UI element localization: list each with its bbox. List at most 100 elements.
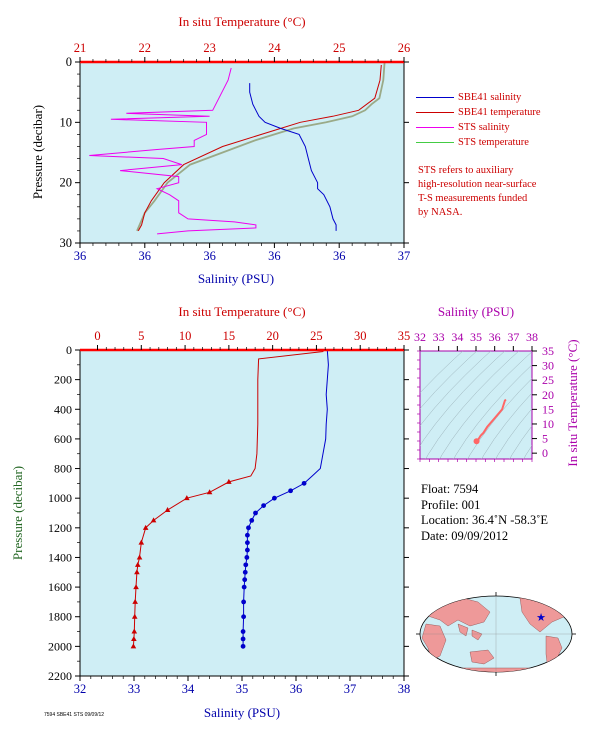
ts-right-axis-label: In situ Temperature (°C): [565, 339, 580, 466]
tick-label: 1000: [48, 491, 72, 505]
panel-lower: 0 5 10 15 20 25 30 35 32 33 34 35 36 37 38 0 200 400 600 80…: [10, 304, 410, 720]
tick-label: 10: [60, 115, 73, 129]
series-sbe41-temperature: [137, 64, 382, 232]
location-row: Location: 36.4˚N -58.3˚E: [421, 513, 548, 529]
panel-lower-bottom-axis-label: Salinity (PSU): [204, 705, 280, 720]
tick-label: 600: [54, 432, 72, 446]
density-contour: [509, 425, 532, 459]
salinity-point: [246, 525, 251, 531]
legend-label: STS salinity: [458, 122, 510, 133]
series-sts-temperature: [136, 61, 386, 232]
density-contour: [467, 378, 532, 459]
float-info: Float: 7594 Profile: 001 Location: 36.4˚…: [421, 482, 548, 544]
tick-label: 200: [54, 373, 72, 387]
salinity-point: [288, 488, 293, 494]
salinity-point: [245, 540, 250, 546]
tick-label: 800: [54, 462, 72, 476]
temperature-point: [132, 598, 138, 604]
panel-lower-y-axis-label: Pressure (decibar): [10, 466, 25, 560]
location-label: Location:: [421, 513, 469, 527]
series-sbe41-salinity: [249, 83, 337, 231]
ts-series: [473, 398, 507, 445]
tick-label: 37: [344, 682, 357, 696]
tick-label: 32: [414, 330, 426, 344]
salinity-point: [272, 495, 277, 501]
temperature-point: [206, 489, 213, 495]
panel-upper-bottom-axis-label: Salinity (PSU): [198, 271, 274, 286]
density-contour: [420, 351, 492, 427]
tick-label: 36: [74, 249, 87, 263]
temperature-point: [131, 613, 138, 619]
ts-top-axis-label: Salinity (PSU): [438, 304, 514, 319]
density-contour: [420, 351, 464, 394]
temperature-point: [134, 561, 141, 567]
tick-label: 38: [526, 330, 538, 344]
tick-label: 400: [54, 402, 72, 416]
date-row: Date: 09/09/2012: [421, 529, 548, 545]
tick-label: 15: [542, 402, 554, 416]
float-location-marker: ★: [536, 612, 546, 624]
tick-label: 33: [433, 330, 445, 344]
tick-label: 26: [398, 41, 411, 55]
tick-label: 21: [74, 41, 87, 55]
float-value: 7594: [453, 482, 479, 496]
tick-label: 2200: [48, 669, 72, 683]
salinity-point: [249, 518, 255, 523]
tick-label: 22: [139, 41, 152, 55]
series-salinity-profile: [242, 349, 329, 647]
tick-label: 20: [542, 388, 554, 402]
density-contour: [481, 392, 532, 459]
tick-label: 20: [266, 329, 279, 343]
tick-label: 38: [398, 682, 411, 696]
footnote: 7594 SBE41 STS 09/09/12: [44, 712, 105, 718]
tick-label: 36: [290, 682, 303, 696]
tick-label: 1400: [48, 550, 72, 564]
annotation-line: by NASA.: [418, 207, 463, 218]
annotation-line: T-S measurements funded: [418, 193, 528, 204]
ts-deep-point: [473, 438, 480, 445]
panel-upper-plot-area: [79, 61, 405, 244]
salinity-point: [241, 584, 247, 590]
profile-label: Profile:: [421, 497, 459, 512]
sts-annotation: STS refers to auxiliary high-resolution …: [418, 164, 536, 220]
tick-label: 36: [333, 249, 346, 263]
tick-label: 5: [542, 432, 548, 446]
tick-label: 1200: [48, 521, 72, 535]
temperature-point: [130, 643, 137, 649]
profile-value: 001: [461, 497, 481, 512]
tick-label: 10: [179, 329, 192, 343]
tick-label: 37: [507, 330, 519, 344]
tick-label: 30: [354, 329, 367, 343]
temperature-point: [226, 478, 232, 484]
location-value: 36.4˚N -58.3˚E: [472, 513, 549, 527]
annotation-line: high-resolution near-surface: [418, 179, 537, 190]
world-map: ★: [416, 592, 576, 676]
tick-label: 35: [470, 330, 482, 344]
date-value: 09/09/2012: [451, 528, 509, 543]
salinity-point: [253, 510, 258, 516]
density-contour: [495, 408, 532, 459]
tick-label: 23: [203, 41, 216, 55]
salinity-point: [243, 562, 249, 568]
tick-label: 35: [236, 682, 249, 696]
temperature-point: [131, 628, 138, 634]
panel-upper-series: [80, 60, 404, 235]
float-label: Float:: [421, 482, 451, 496]
tick-label: 35: [542, 344, 554, 358]
legend-label: SBE41 salinity: [458, 92, 522, 103]
tick-label: 1800: [48, 610, 72, 624]
panel-upper-y-axis-label: Pressure (decibar): [30, 105, 45, 199]
tick-label: 10: [542, 417, 554, 431]
float-row: Float: 7594: [421, 482, 548, 498]
tick-label: 20: [60, 176, 73, 190]
tick-label: 15: [223, 329, 236, 343]
salinity-point: [242, 569, 248, 575]
salinity-point: [245, 532, 250, 538]
temperature-point: [164, 507, 171, 513]
temperature-point: [133, 584, 139, 590]
tick-label: 24: [268, 41, 281, 55]
legend-label: SBE41 temperature: [458, 107, 541, 118]
